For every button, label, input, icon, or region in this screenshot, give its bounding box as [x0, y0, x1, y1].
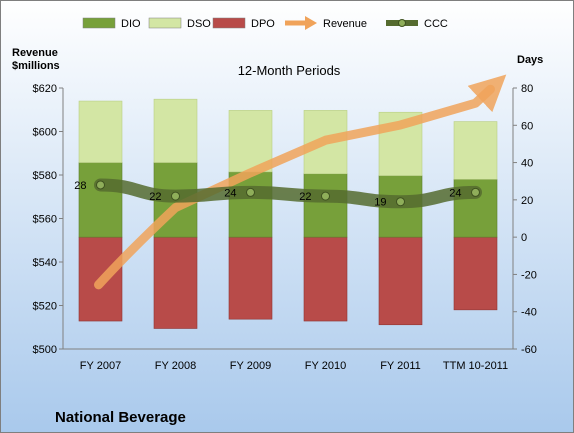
- right-tick-label: 60: [521, 120, 533, 132]
- left-tick-label: $560: [33, 214, 57, 226]
- legend-label: DPO: [251, 18, 275, 30]
- x-tick-label: TTM 10-2011: [443, 360, 508, 372]
- bar-dso: [453, 121, 498, 180]
- legend-item-revenue: Revenue: [285, 16, 367, 30]
- right-tick-label: 0: [521, 232, 527, 244]
- ccc-point: [96, 180, 105, 190]
- ccc-point: [246, 187, 255, 197]
- legend-item-ccc: CCC: [386, 18, 448, 30]
- x-tick-label: FY 2007: [80, 360, 121, 372]
- right-tick-label: 20: [521, 195, 533, 207]
- legend: DIO DSO DPO Revenue CCC: [82, 16, 448, 30]
- legend-arrow-icon: [305, 16, 317, 30]
- ccc-data-label: 22: [299, 191, 311, 203]
- bar-dpo: [153, 236, 198, 329]
- legend-swatch: [212, 17, 246, 29]
- x-axis-labels: FY 2007 FY 2008 FY 2009 FY 2010 FY 2011 TTM 1…: [80, 360, 508, 372]
- ccc-data-label: 24: [224, 187, 236, 199]
- legend-swatch: [82, 17, 116, 29]
- ccc-point: [396, 197, 405, 207]
- ccc-point: [471, 187, 480, 197]
- bar-dio: [78, 162, 123, 238]
- bar-dpo: [453, 236, 498, 311]
- bar-dio: [303, 173, 348, 238]
- right-tick-label: 80: [521, 83, 533, 95]
- legend-label: CCC: [424, 18, 448, 30]
- right-tick-label: -60: [521, 344, 537, 356]
- ccc-series: 28 22 24 22 19 24: [74, 178, 482, 209]
- legend-item-dio: DIO: [82, 17, 141, 30]
- legend-item-dso: DSO: [148, 17, 211, 30]
- legend-marker: [398, 19, 406, 27]
- ccc-data-label: 19: [374, 197, 386, 209]
- legend-item-dpo: DPO: [212, 17, 275, 30]
- right-tick-label: -20: [521, 269, 537, 281]
- right-tick-label: -40: [521, 307, 537, 319]
- ccc-point: [171, 191, 180, 201]
- legend-swatch: [148, 17, 182, 29]
- bar-dpo: [228, 236, 273, 320]
- legend-label: Revenue: [323, 18, 367, 30]
- left-tick-label: $500: [33, 344, 57, 356]
- left-axis-ticks: $500 $520 $540 $560 $580 $600 $620: [33, 83, 63, 356]
- ccc-data-label: 22: [149, 191, 161, 203]
- left-tick-label: $520: [33, 301, 57, 313]
- x-tick-label: FY 2008: [155, 360, 196, 372]
- right-tick-label: 40: [521, 158, 533, 170]
- legend-label: DSO: [187, 18, 211, 30]
- bar-dpo: [378, 236, 423, 326]
- legend-label: DIO: [121, 18, 141, 30]
- revenue-series: [94, 74, 507, 290]
- bar-dso: [153, 98, 198, 163]
- chart-subtitle: 12-Month Periods: [238, 63, 341, 78]
- right-axis-label: Days: [517, 54, 543, 66]
- left-axis-label: Revenue $millions: [12, 47, 60, 72]
- x-tick-label: FY 2011: [380, 360, 421, 372]
- ccc-point: [321, 191, 330, 201]
- x-tick-label: FY 2010: [305, 360, 346, 372]
- bar-dpo: [303, 236, 348, 322]
- left-tick-label: $540: [33, 257, 57, 269]
- x-tick-label: FY 2009: [230, 360, 271, 372]
- left-tick-label: $600: [33, 127, 57, 139]
- ccc-data-label: 24: [449, 187, 461, 199]
- bar-dso: [228, 110, 273, 173]
- left-tick-label: $620: [33, 83, 57, 95]
- company-name: National Beverage: [55, 409, 186, 426]
- revenue-line: [94, 74, 507, 290]
- bar-dso: [78, 100, 123, 163]
- left-tick-label: $580: [33, 170, 57, 182]
- ccc-line: [94, 178, 482, 209]
- ccc-data-label: 28: [74, 180, 86, 192]
- right-axis-ticks: -60 -40 -20 0 20 40 60 80: [513, 83, 537, 356]
